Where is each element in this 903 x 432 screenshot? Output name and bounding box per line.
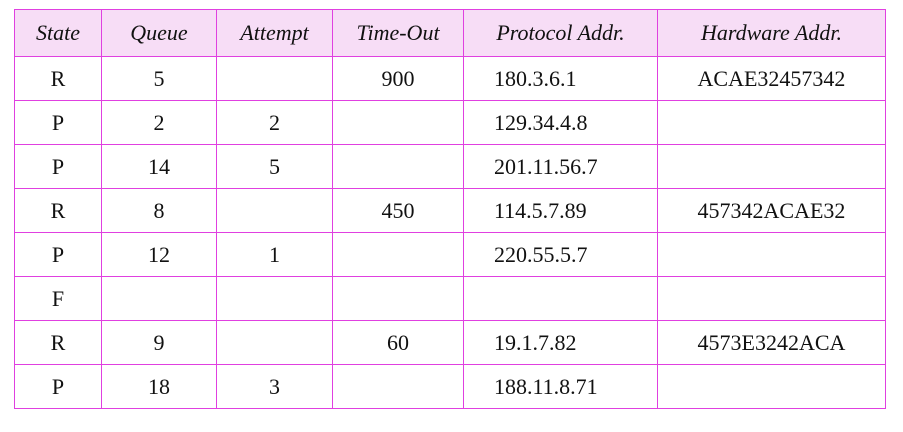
- cell-attempt: 3: [216, 364, 333, 409]
- header-protocol-addr: Protocol Addr.: [463, 9, 658, 57]
- cell-state: P: [14, 100, 102, 145]
- table-row: F: [14, 276, 886, 321]
- cell-hardware-addr: 4573E3242ACA: [657, 320, 886, 365]
- cell-attempt: 2: [216, 100, 333, 145]
- cell-attempt: [216, 320, 333, 365]
- cell-hardware-addr: [657, 364, 886, 409]
- cell-queue: 5: [101, 56, 217, 101]
- cell-state: P: [14, 144, 102, 189]
- header-queue: Queue: [101, 9, 217, 57]
- cell-attempt: 5: [216, 144, 333, 189]
- cell-state: F: [14, 276, 102, 321]
- cell-attempt: [216, 276, 333, 321]
- cell-protocol-addr: 180.3.6.1: [463, 56, 658, 101]
- cell-protocol-addr: 188.11.8.71: [463, 364, 658, 409]
- cell-hardware-addr: [657, 276, 886, 321]
- table-header: State Queue Attempt Time-Out Protocol Ad…: [14, 9, 886, 57]
- cell-hardware-addr: 457342ACAE32: [657, 188, 886, 233]
- table-row: R 5 900 180.3.6.1 ACAE32457342: [14, 56, 886, 101]
- cell-protocol-addr: [463, 276, 658, 321]
- cell-hardware-addr: [657, 144, 886, 189]
- cell-protocol-addr: 114.5.7.89: [463, 188, 658, 233]
- cell-queue: 8: [101, 188, 217, 233]
- cell-attempt: [216, 56, 333, 101]
- header-hardware-addr: Hardware Addr.: [657, 9, 886, 57]
- cell-state: R: [14, 188, 102, 233]
- arp-cache-table: State Queue Attempt Time-Out Protocol Ad…: [14, 9, 886, 409]
- table-row: R 9 60 19.1.7.82 4573E3242ACA: [14, 320, 886, 365]
- cell-queue: 12: [101, 232, 217, 277]
- cell-time-out: 60: [332, 320, 464, 365]
- table-row: R 8 450 114.5.7.89 457342ACAE32: [14, 188, 886, 233]
- cell-time-out: [332, 232, 464, 277]
- cell-queue: 2: [101, 100, 217, 145]
- cell-time-out: 450: [332, 188, 464, 233]
- cell-queue: [101, 276, 217, 321]
- cell-queue: 14: [101, 144, 217, 189]
- cell-time-out: [332, 276, 464, 321]
- table-row: P 18 3 188.11.8.71: [14, 364, 886, 409]
- cell-time-out: [332, 364, 464, 409]
- cell-protocol-addr: 201.11.56.7: [463, 144, 658, 189]
- cell-state: R: [14, 320, 102, 365]
- header-state: State: [14, 9, 102, 57]
- header-attempt: Attempt: [216, 9, 333, 57]
- cell-queue: 18: [101, 364, 217, 409]
- arp-cache-table-container: State Queue Attempt Time-Out Protocol Ad…: [14, 9, 886, 409]
- header-time-out: Time-Out: [332, 9, 464, 57]
- cell-protocol-addr: 19.1.7.82: [463, 320, 658, 365]
- table-row: P 2 2 129.34.4.8: [14, 100, 886, 145]
- cell-time-out: [332, 100, 464, 145]
- cell-attempt: [216, 188, 333, 233]
- header-row: State Queue Attempt Time-Out Protocol Ad…: [14, 9, 886, 57]
- cell-protocol-addr: 129.34.4.8: [463, 100, 658, 145]
- cell-queue: 9: [101, 320, 217, 365]
- cell-state: P: [14, 364, 102, 409]
- table-row: P 14 5 201.11.56.7: [14, 144, 886, 189]
- cell-hardware-addr: [657, 232, 886, 277]
- cell-protocol-addr: 220.55.5.7: [463, 232, 658, 277]
- cell-hardware-addr: [657, 100, 886, 145]
- table-body: R 5 900 180.3.6.1 ACAE32457342 P 2 2 129.34.4.8 P…: [14, 56, 886, 409]
- table-row: P 12 1 220.55.5.7: [14, 232, 886, 277]
- cell-attempt: 1: [216, 232, 333, 277]
- cell-hardware-addr: ACAE32457342: [657, 56, 886, 101]
- cell-time-out: [332, 144, 464, 189]
- cell-time-out: 900: [332, 56, 464, 101]
- cell-state: P: [14, 232, 102, 277]
- cell-state: R: [14, 56, 102, 101]
